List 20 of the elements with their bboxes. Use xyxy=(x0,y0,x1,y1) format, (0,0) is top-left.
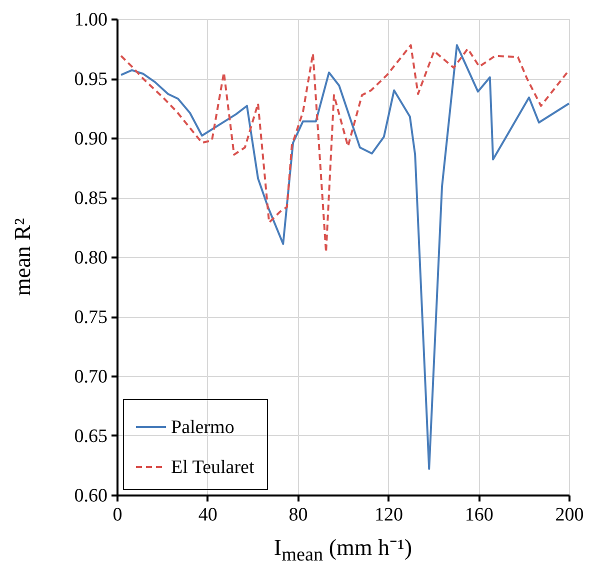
x-tick-label: 80 xyxy=(288,504,308,526)
x-tick-label: 160 xyxy=(464,504,494,526)
x-tick-label: 0 xyxy=(112,504,122,526)
x-tick-label: 40 xyxy=(198,504,218,526)
line-series xyxy=(120,44,570,254)
legend-label: Palermo xyxy=(171,417,234,438)
legend-label: El Teularet xyxy=(171,457,255,478)
x-tick-label: 120 xyxy=(374,504,403,526)
y-axis-title: mean R² xyxy=(10,218,36,296)
y-tick-label: 1.00 xyxy=(74,10,108,30)
x-axis-title: I$_{mean}$ (mm h⁻¹) xyxy=(272,534,414,567)
x-tick-label: 200 xyxy=(555,504,584,526)
y-tick-label: 0.85 xyxy=(74,188,108,209)
y-tick-label: 0.75 xyxy=(74,307,108,328)
y-tick-label: 0.65 xyxy=(74,426,108,447)
y-tick-label: 0.95 xyxy=(74,69,108,90)
y-tick-label: 0.90 xyxy=(74,128,108,150)
y-tick-label: 0.60 xyxy=(74,486,108,506)
y-tick-label: 0.70 xyxy=(74,366,108,388)
y-tick-label: 0.80 xyxy=(74,248,108,268)
